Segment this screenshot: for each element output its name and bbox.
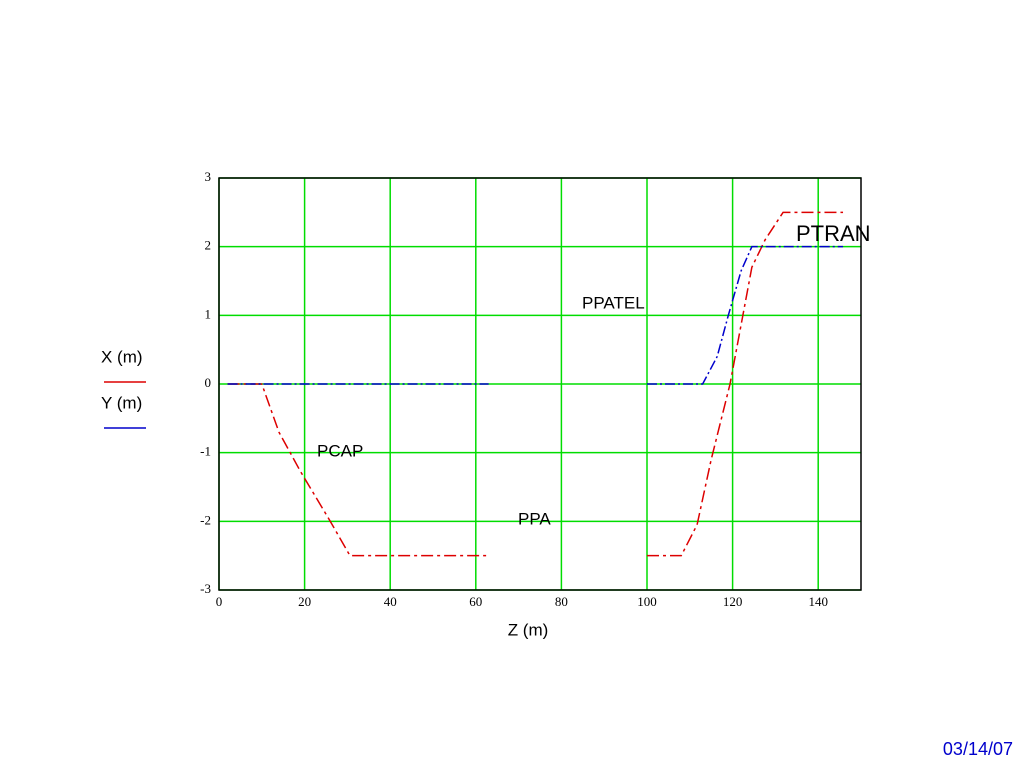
annotation: PCAP bbox=[317, 441, 363, 460]
x-tick-label: 40 bbox=[384, 594, 397, 609]
x-tick-label: 100 bbox=[637, 594, 657, 609]
x-tick-label: 80 bbox=[555, 594, 568, 609]
x-tick-label: 20 bbox=[298, 594, 311, 609]
annotation: PTRAN bbox=[796, 221, 871, 246]
x-tick-label: 0 bbox=[216, 594, 223, 609]
series-line bbox=[227, 245, 844, 385]
x-tick-label: 140 bbox=[808, 594, 828, 609]
footer-date: 03/14/07 bbox=[943, 739, 1013, 759]
y-tick-label: -3 bbox=[200, 581, 211, 596]
y-tick-label: 2 bbox=[205, 238, 212, 253]
y-tick-label: 1 bbox=[205, 306, 212, 321]
y-tick-label: 0 bbox=[205, 375, 212, 390]
x-tick-label: 60 bbox=[469, 594, 482, 609]
x-tick-label: 120 bbox=[723, 594, 743, 609]
annotation: PPATEL bbox=[582, 293, 645, 312]
annotation: PPA bbox=[518, 509, 551, 528]
y-tick-label: -1 bbox=[200, 444, 211, 459]
legend-label: X (m) bbox=[101, 347, 143, 366]
y-tick-label: 3 bbox=[205, 169, 212, 184]
series-line bbox=[227, 211, 844, 557]
legend-label: Y (m) bbox=[101, 393, 142, 412]
plot-frame bbox=[218, 177, 862, 591]
x-axis-label: Z (m) bbox=[508, 620, 549, 639]
y-tick-label: -2 bbox=[200, 512, 211, 527]
